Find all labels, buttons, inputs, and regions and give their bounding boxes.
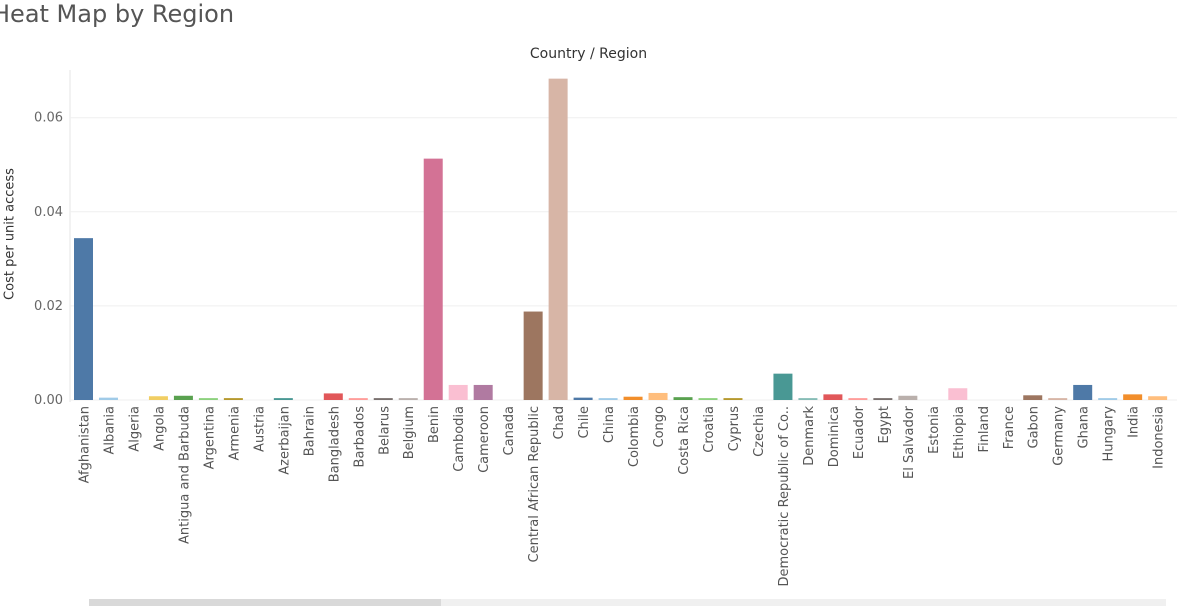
bar[interactable] <box>848 398 868 400</box>
x-tick-label: Antigua and Barbuda <box>177 406 192 544</box>
bar[interactable] <box>698 398 718 400</box>
bar[interactable] <box>598 398 618 400</box>
bar[interactable] <box>173 395 193 400</box>
x-tick-label: Central African Republic <box>527 406 542 562</box>
x-tick-label: El Salvador <box>902 405 917 479</box>
bar[interactable] <box>1148 396 1168 400</box>
x-tick-label: Armenia <box>227 406 242 461</box>
bar[interactable] <box>1073 384 1093 400</box>
x-tick-label: Belarus <box>377 406 392 455</box>
x-tick-label: Benin <box>427 406 442 443</box>
x-tick-label: Argentina <box>202 406 217 469</box>
bar[interactable] <box>448 384 468 400</box>
x-tick-label: Bangladesh <box>327 406 342 482</box>
y-tick-label: 0.04 <box>34 205 63 220</box>
bar[interactable] <box>573 397 593 400</box>
x-tick-label: Ethiopia <box>952 406 967 459</box>
page-title: Heat Map by Region <box>0 0 235 28</box>
x-tick-label: Afghanistan <box>78 406 93 483</box>
x-tick-label: Cambodia <box>452 406 467 472</box>
x-tick-label: Czechia <box>752 406 767 457</box>
bar[interactable] <box>673 397 693 400</box>
bar[interactable] <box>1048 398 1068 400</box>
y-tick-label: 0.00 <box>34 393 63 408</box>
bar[interactable] <box>948 388 968 400</box>
bar[interactable] <box>348 398 368 400</box>
x-tick-label: Hungary <box>1102 406 1117 462</box>
y-tick-label: 0.06 <box>34 111 63 126</box>
x-tick-label: India <box>1127 406 1142 438</box>
bar[interactable] <box>1023 395 1043 400</box>
bar[interactable] <box>548 78 568 400</box>
x-tick-label: China <box>602 406 617 443</box>
bar[interactable] <box>823 394 843 400</box>
scrollbar-thumb[interactable] <box>89 599 441 606</box>
x-tick-label: Estonia <box>927 406 942 454</box>
x-tick-label: Azerbaijan <box>277 406 292 475</box>
bar[interactable] <box>423 158 443 400</box>
x-tick-label: Belgium <box>402 406 417 459</box>
x-tick-label: Croatia <box>702 406 717 453</box>
bar[interactable] <box>773 373 793 400</box>
x-tick-label: Costa Rica <box>677 406 692 475</box>
x-tick-label: Chile <box>577 406 592 439</box>
bar[interactable] <box>323 393 343 400</box>
x-tick-label: Canada <box>502 406 517 455</box>
bar[interactable] <box>273 398 293 400</box>
bar[interactable] <box>523 311 543 400</box>
x-tick-label: Democratic Republic of Co.. <box>777 406 792 587</box>
x-tick-label: Dominica <box>827 406 842 467</box>
bar[interactable] <box>723 398 743 400</box>
x-tick-label: Gabon <box>1027 406 1042 449</box>
x-tick-label: Congo <box>652 406 667 448</box>
x-tick-label: Egypt <box>877 406 892 444</box>
bar[interactable] <box>873 398 893 400</box>
bar[interactable] <box>648 392 668 400</box>
x-tick-label: Barbados <box>352 406 367 468</box>
x-tick-label: Denmark <box>802 406 817 466</box>
x-tick-label: Albania <box>102 406 117 455</box>
x-tick-label: Cyprus <box>727 406 742 452</box>
x-tick-label: Bahrain <box>302 406 317 456</box>
x-tick-label: Ecuador <box>852 405 867 459</box>
bar[interactable] <box>74 238 93 400</box>
bar[interactable] <box>398 398 418 400</box>
x-tick-label: Colombia <box>627 406 642 467</box>
x-tick-label: Austria <box>252 406 267 452</box>
bar[interactable] <box>798 398 818 400</box>
bar[interactable] <box>373 398 393 400</box>
bar[interactable] <box>98 397 118 400</box>
bar[interactable] <box>223 398 243 400</box>
x-axis-title: Country / Region <box>529 46 648 62</box>
bar[interactable] <box>1098 398 1118 400</box>
bar[interactable] <box>473 384 493 400</box>
bar[interactable] <box>623 396 643 400</box>
x-tick-label: Angola <box>152 406 167 451</box>
bar[interactable] <box>1123 394 1143 400</box>
x-tick-label: Ghana <box>1077 406 1092 449</box>
x-tick-label: Cameroon <box>477 406 492 473</box>
bar[interactable] <box>898 395 918 400</box>
bar[interactable] <box>148 396 168 400</box>
x-tick-label: Indonesia <box>1152 406 1167 469</box>
x-tick-label: Germany <box>1052 406 1067 466</box>
x-tick-label: France <box>1002 406 1017 449</box>
y-tick-label: 0.02 <box>34 299 63 314</box>
x-tick-label: Algeria <box>127 406 142 452</box>
horizontal-scrollbar[interactable] <box>89 599 1166 606</box>
bar[interactable] <box>198 398 218 400</box>
x-tick-label: Finland <box>977 406 992 452</box>
x-tick-label: Chad <box>552 406 567 440</box>
